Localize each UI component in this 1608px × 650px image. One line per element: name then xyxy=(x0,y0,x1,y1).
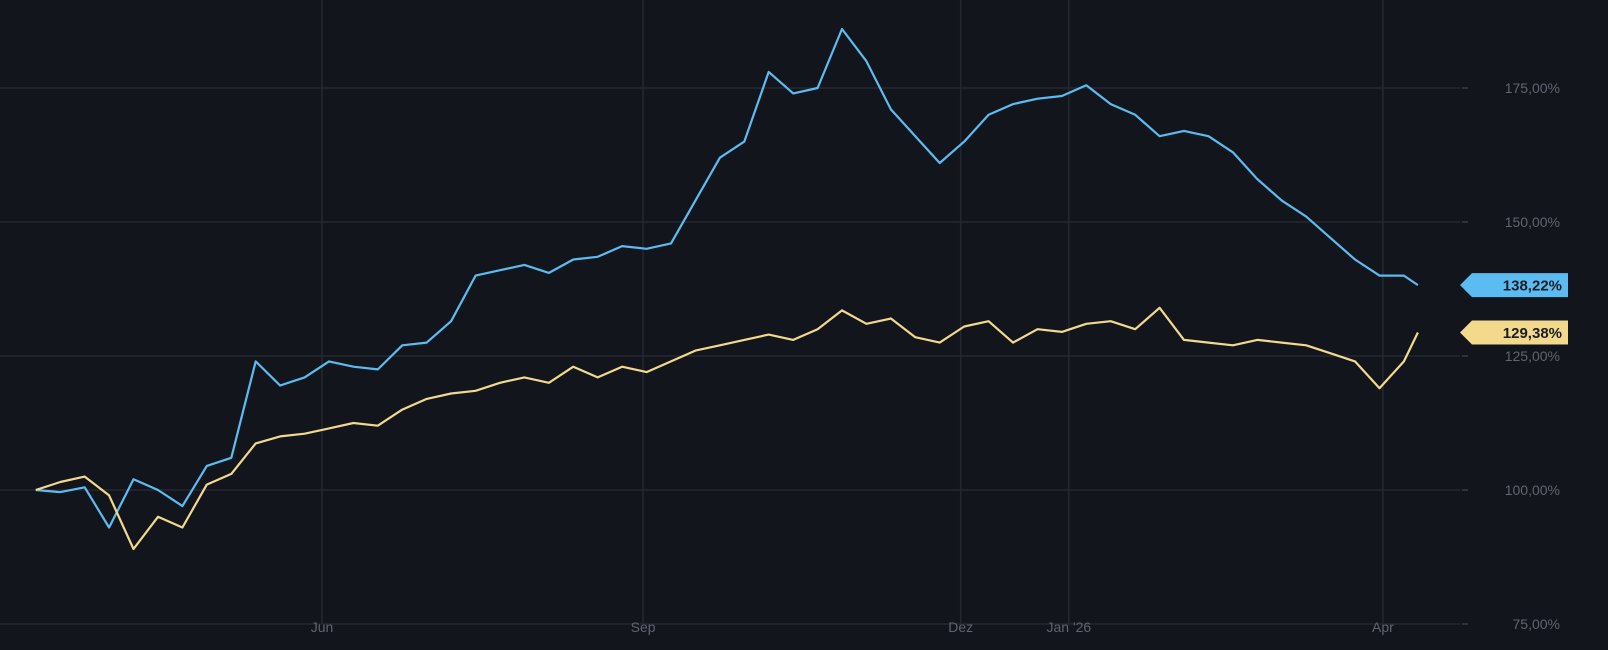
y-axis: 75,00% 100,00% 125,00% 150,00% 175,00% xyxy=(1462,80,1560,632)
series-layer xyxy=(35,27,1419,551)
last-value-tag-1: 129,38% xyxy=(1460,320,1568,345)
last-value-tag-0: 138,22% xyxy=(1460,273,1568,298)
value-tag-label: 138,22% xyxy=(1503,278,1562,295)
series-line-0 xyxy=(35,27,1419,529)
value-tag-bg xyxy=(1460,273,1568,298)
value-tag-bg xyxy=(1460,320,1568,345)
series-line-1 xyxy=(35,306,1419,551)
x-tick-label: Sep xyxy=(631,619,656,635)
y-tick-label: 175,00% xyxy=(1505,80,1560,96)
y-tick-label: 100,00% xyxy=(1505,482,1560,498)
x-tick-label: Apr xyxy=(1372,619,1394,635)
x-tick-label: Jun xyxy=(311,619,334,635)
x-axis: Jun Sep Dez Jan '26 Apr xyxy=(311,619,1394,635)
y-tick-label: 150,00% xyxy=(1505,214,1560,230)
x-tick-label: Dez xyxy=(948,619,973,635)
grid xyxy=(0,0,1460,625)
last-value-tags: 138,22% 129,38% xyxy=(1460,273,1568,345)
y-tick-label: 125,00% xyxy=(1505,348,1560,364)
x-tick-label: Jan '26 xyxy=(1047,619,1092,635)
y-tick-label: 75,00% xyxy=(1513,616,1560,632)
value-tag-label: 129,38% xyxy=(1503,325,1562,342)
